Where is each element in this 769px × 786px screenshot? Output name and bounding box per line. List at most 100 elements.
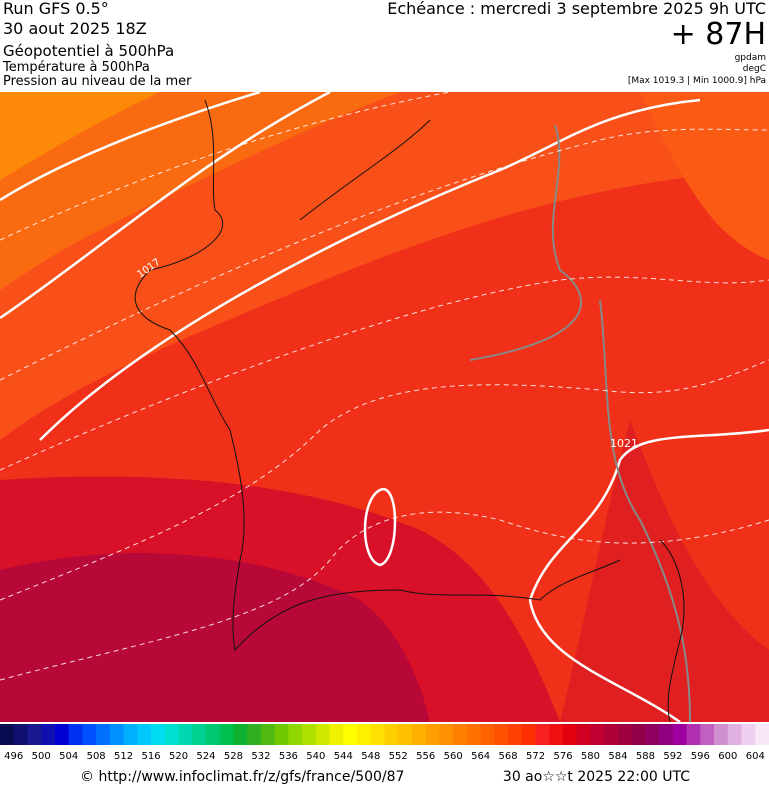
- colorbar-swatch: [645, 724, 660, 745]
- colorbar-swatch: [659, 724, 674, 745]
- colorbar-label: 596: [691, 751, 710, 762]
- colorbar-label: 568: [499, 751, 518, 762]
- colorbar-swatch: [549, 724, 564, 745]
- colorbar-label: 544: [334, 751, 353, 762]
- colorbar-swatch: [398, 724, 413, 745]
- colorbar-swatch: [302, 724, 317, 745]
- colorbar-swatch: [137, 724, 152, 745]
- isohypse: [39, 98, 701, 441]
- field-fill: [0, 553, 430, 722]
- colorbar-swatch: [233, 724, 248, 745]
- colorbar-swatch: [96, 724, 111, 745]
- isohypse: [0, 92, 331, 320]
- field-title: Géopotentiel à 500hPa: [3, 42, 174, 60]
- colorbar-swatch: [741, 724, 756, 745]
- colorbar-label: 580: [581, 751, 600, 762]
- colorbar-label: 548: [361, 751, 380, 762]
- colorbar-swatch: [343, 724, 358, 745]
- map: 1021 1017: [0, 92, 769, 722]
- colorbar-swatch: [727, 724, 742, 745]
- isobar: [469, 124, 583, 361]
- colorbar-swatch: [357, 724, 372, 745]
- valid-time: Echéance : mercredi 3 septembre 2025 9h …: [387, 0, 766, 18]
- unit-label: degC: [743, 64, 766, 74]
- colorbar-swatch: [439, 724, 454, 745]
- colorbar-swatch: [563, 724, 578, 745]
- field-fill: [560, 420, 769, 722]
- colorbar-swatch: [480, 724, 495, 745]
- field-fill: [640, 92, 769, 260]
- isohypse: [528, 599, 681, 722]
- colorbar-label: 604: [746, 751, 765, 762]
- isohypse: [528, 428, 769, 601]
- colorbar-label: 540: [306, 751, 325, 762]
- colorbar-swatch: [178, 724, 193, 745]
- colorbar-swatch: [535, 724, 550, 745]
- colorbar: 496 500 504 508 512 516 520 524 528 532 536 540 544 5…: [0, 724, 769, 762]
- colorbar-swatch: [192, 724, 207, 745]
- colorbar-swatch: [82, 724, 97, 745]
- isotherm: [0, 359, 769, 601]
- colorbar-swatch: [329, 724, 344, 745]
- field-fill: [0, 92, 160, 180]
- colorbar-swatch: [274, 724, 289, 745]
- colorbar-swatch: [164, 724, 179, 745]
- colorbar-label: 504: [59, 751, 78, 762]
- colorbar-swatch: [672, 724, 687, 745]
- colorbar-swatch: [151, 724, 166, 745]
- colorbar-swatch: [494, 724, 509, 745]
- colorbar-swatch: [27, 724, 42, 745]
- colorbar-swatch: [247, 724, 262, 745]
- colorbar-swatch: [219, 724, 234, 745]
- field-subtitle: Pression au niveau de la mer: [3, 74, 192, 89]
- colorbar-label: 584: [608, 751, 627, 762]
- colorbar-swatch: [631, 724, 646, 745]
- colorbar-swatch: [714, 724, 729, 745]
- colorbar-label: 500: [32, 751, 51, 762]
- colorbar-swatch: [521, 724, 536, 745]
- colorbar-swatch: [384, 724, 399, 745]
- isotherm: [0, 128, 769, 381]
- unit-label: gpdam: [735, 53, 766, 63]
- isohypse: [0, 92, 261, 202]
- colorbar-label: 536: [279, 751, 298, 762]
- lead-time: + 87H: [671, 17, 766, 52]
- colorbar-label: 588: [636, 751, 655, 762]
- isohypse: [363, 488, 397, 567]
- colorbar-swatch: [700, 724, 715, 745]
- colorbar-label: 564: [471, 751, 490, 762]
- colorbar-swatch: [315, 724, 330, 745]
- colorbar-swatch: [411, 724, 426, 745]
- colorbar-swatch: [54, 724, 69, 745]
- colorbar-swatch: [288, 724, 303, 745]
- coastline: [659, 539, 685, 722]
- colorbar-swatch: [41, 724, 56, 745]
- colorbar-swatch: [123, 724, 138, 745]
- colorbar-swatch: [590, 724, 605, 745]
- colorbar-label: 496: [4, 751, 23, 762]
- isobar: [599, 299, 691, 722]
- isobar-label: 1021: [610, 437, 638, 450]
- colorbar-label: 512: [114, 751, 133, 762]
- field-subtitle: Température à 500hPa: [2, 60, 150, 75]
- colorbar-label: 572: [526, 751, 545, 762]
- colorbar-swatch: [0, 724, 15, 745]
- isotherm: [0, 276, 769, 471]
- colorbar-swatch: [755, 724, 769, 745]
- generated-time: 30 ao☆☆t 2025 22:00 UTC: [503, 769, 690, 785]
- coastline: [134, 99, 621, 652]
- colorbar-swatch: [453, 724, 468, 745]
- colorbar-swatch: [466, 724, 481, 745]
- colorbar-swatch: [13, 724, 28, 745]
- colorbar-label: 516: [142, 751, 161, 762]
- colorbar-label: 600: [718, 751, 737, 762]
- colorbar-swatch: [508, 724, 523, 745]
- colorbar-swatch: [425, 724, 440, 745]
- colorbar-label: 592: [663, 751, 682, 762]
- colorbar-label: 560: [444, 751, 463, 762]
- source-url: © http://www.infoclimat.fr/z/gfs/france/…: [80, 769, 404, 785]
- isotherm: [0, 511, 769, 681]
- colorbar-swatch: [109, 724, 124, 745]
- colorbar-swatch: [260, 724, 275, 745]
